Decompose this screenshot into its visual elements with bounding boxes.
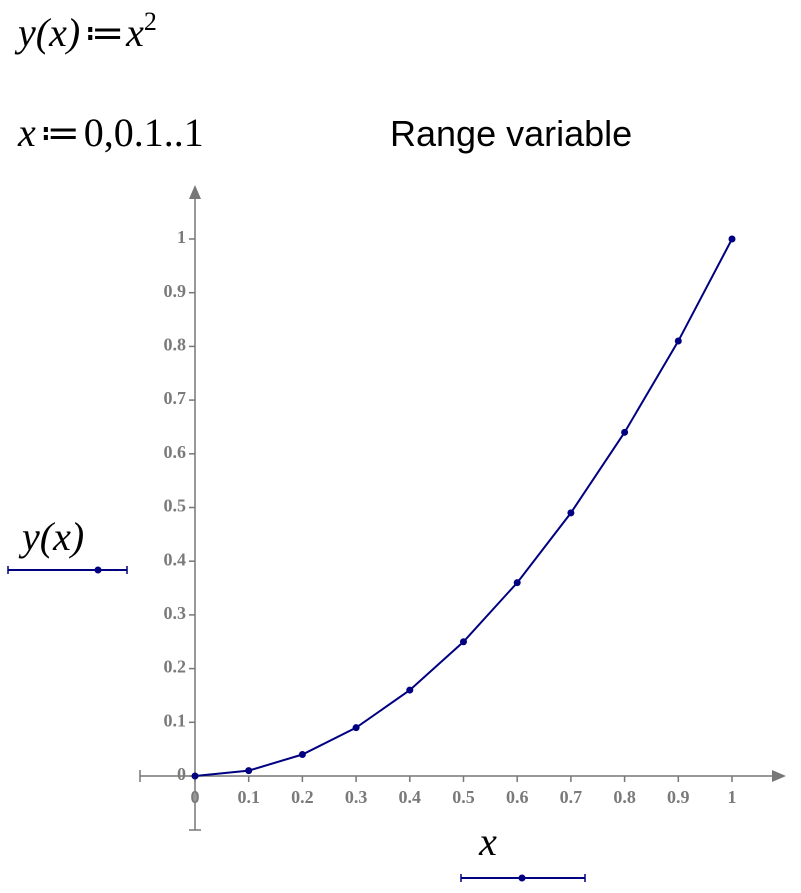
x-tick-label: 0.8 — [613, 787, 636, 807]
data-point — [460, 638, 467, 646]
x-tick-label: 0 — [191, 787, 200, 807]
data-point — [245, 767, 253, 775]
x-axis-arrow — [772, 770, 786, 782]
equation-rhs: 0,0.1..1 — [84, 110, 204, 155]
data-point — [191, 772, 199, 780]
equation-operator: ≔ — [40, 110, 80, 155]
y-tick-label: 1 — [177, 227, 186, 247]
equation-operator: ≔ — [84, 10, 124, 55]
data-line — [194, 238, 733, 777]
y-axis-arrow — [189, 185, 201, 199]
y-axis-label: y(x) — [18, 514, 84, 559]
y-tick-label: 0.5 — [164, 496, 187, 516]
y-tick-label: 0.9 — [164, 281, 187, 301]
x-tick-label: 0.2 — [291, 787, 314, 807]
data-point — [513, 579, 521, 587]
trace-sample-marker — [518, 874, 526, 882]
y-tick-label: 0.1 — [164, 710, 187, 730]
data-point — [621, 428, 629, 436]
equation-rhs: x — [125, 10, 144, 55]
x-tick-label: 0.9 — [667, 787, 690, 807]
x-tick-label: 0.1 — [237, 787, 260, 807]
data-point — [406, 686, 414, 694]
x-tick-label: 1 — [728, 787, 737, 807]
y-tick-label: 0.3 — [164, 603, 187, 623]
equation-exponent: 2 — [144, 7, 157, 36]
equation-lhs: y(x) — [14, 10, 80, 55]
trace-sample-marker — [94, 566, 102, 574]
x-axis-label: x — [478, 819, 497, 864]
equation-range: x ≔ 0,0.1..1 — [17, 110, 204, 155]
equation-lhs: x — [17, 110, 36, 155]
data-point — [567, 509, 575, 517]
y-tick-label: 0.8 — [164, 335, 187, 355]
y-tick-label: 0 — [177, 764, 186, 784]
y-tick-label: 0.7 — [164, 388, 187, 408]
range-note: Range variable — [390, 113, 632, 154]
x-tick-label: 0.7 — [560, 787, 583, 807]
y-tick-label: 0.4 — [164, 549, 187, 569]
data-point — [728, 235, 736, 243]
x-tick-label: 0.6 — [506, 787, 529, 807]
x-tick-label: 0.5 — [452, 787, 475, 807]
x-tick-label: 0.4 — [399, 787, 422, 807]
data-point — [674, 337, 682, 345]
data-point — [352, 724, 360, 732]
y-tick-label: 0.6 — [164, 442, 187, 462]
x-tick-label: 0.3 — [345, 787, 368, 807]
equation-definition: y(x) ≔x2 — [14, 7, 157, 55]
data-point — [298, 751, 306, 759]
y-tick-label: 0.2 — [164, 657, 187, 677]
